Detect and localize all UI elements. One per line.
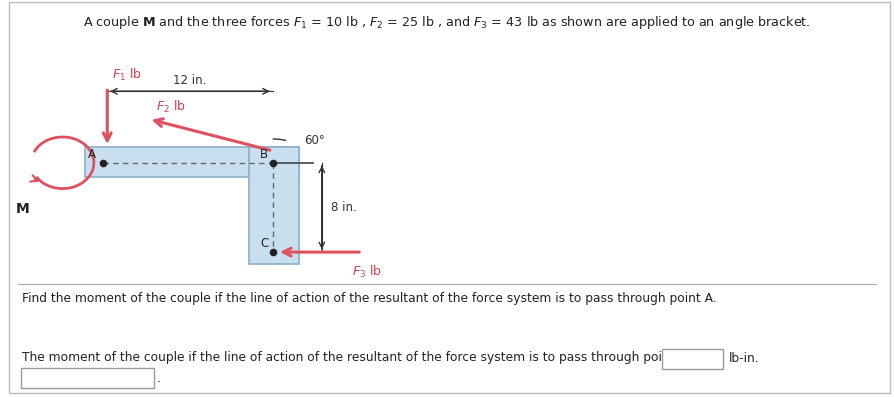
Text: The moment of the couple if the line of action of the resultant of the force sys: The moment of the couple if the line of … (22, 351, 701, 364)
Text: A: A (88, 148, 96, 161)
Text: Counterclockwise ▾: Counterclockwise ▾ (30, 372, 143, 385)
Text: lb-in.: lb-in. (729, 353, 759, 365)
Text: 60°: 60° (304, 135, 325, 147)
Text: .: . (156, 372, 160, 385)
Text: C: C (260, 237, 268, 250)
Text: $\mathit{F_2}$ lb: $\mathit{F_2}$ lb (156, 99, 186, 115)
Text: M: M (15, 202, 30, 216)
Bar (85, 147, 299, 177)
Text: A couple $\mathbf{M}$ and the three forces $F_1$ = 10 lb , $F_2$ = 25 lb , and $: A couple $\mathbf{M}$ and the three forc… (83, 14, 811, 31)
Text: $\mathit{F_1}$ lb: $\mathit{F_1}$ lb (112, 67, 141, 83)
FancyBboxPatch shape (9, 2, 890, 393)
Text: Find the moment of the couple if the line of action of the resultant of the forc: Find the moment of the couple if the lin… (22, 292, 717, 305)
Text: 12 in.: 12 in. (173, 73, 207, 87)
Text: B: B (260, 148, 268, 161)
Text: $\mathit{F_3}$ lb: $\mathit{F_3}$ lb (351, 264, 382, 280)
FancyBboxPatch shape (662, 349, 723, 369)
Bar (249, 147, 299, 264)
FancyBboxPatch shape (21, 368, 154, 388)
Text: 8 in.: 8 in. (331, 201, 357, 214)
